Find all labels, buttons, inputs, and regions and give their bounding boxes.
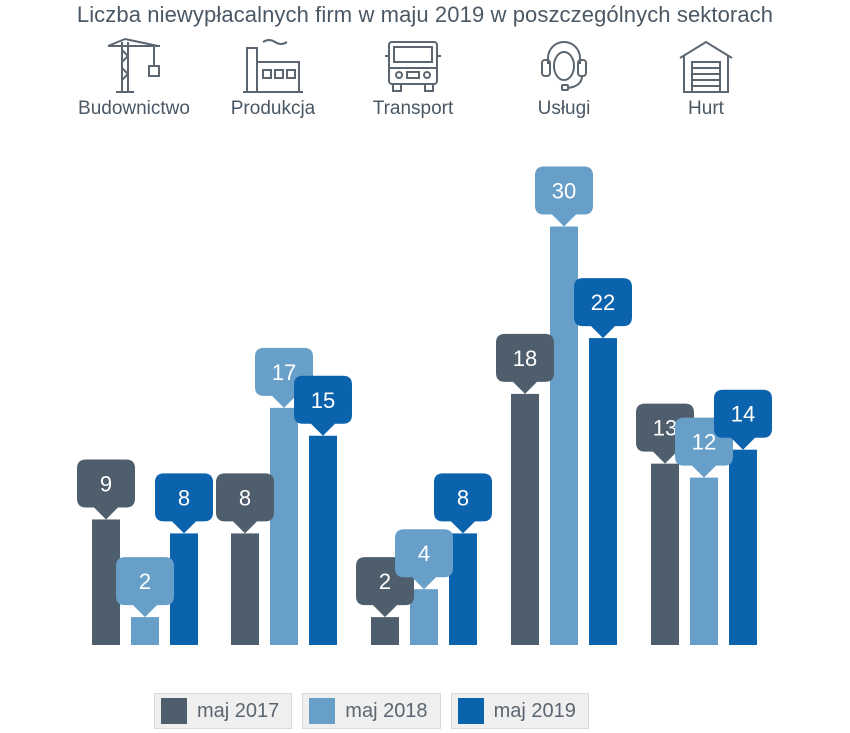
sector-budownictwo: Budownictwo [64,38,204,120]
chart-title: Liczba niewypłacalnych firm w maju 2019 … [76,2,774,27]
data-label-bubble-2-0 [155,473,213,534]
data-label-bubble-1-3 [535,166,593,227]
data-label-1-0: 2 [139,569,151,594]
data-label-2-0: 8 [178,485,190,510]
data-label-bubble-1-2 [395,529,453,590]
data-label-bubble-0-0 [77,459,135,520]
data-label-0-1: 8 [239,485,251,510]
bar-2-3 [589,338,617,645]
legend-item-2019[interactable]: maj 2019 [450,693,589,729]
data-label-bubble-1-0 [116,557,174,618]
data-label-2-1: 15 [311,388,335,413]
data-label-2-4: 14 [731,402,755,427]
legend-label: maj 2018 [345,699,428,722]
bar-0-0 [92,519,120,645]
data-label-0-3: 18 [513,346,537,371]
bar-1-4 [690,477,718,645]
sector-label: Produkcja [230,98,316,119]
sector-transport: Transport [343,38,483,120]
bar-2-4 [729,449,757,645]
sector-uslugi: Usługi [494,38,634,120]
data-label-bubble-2-4 [714,389,772,450]
truck-icon [385,41,441,92]
bar-1-3 [550,226,578,645]
data-label-0-2: 2 [379,569,391,594]
bar-1-0 [131,617,159,645]
warehouse-icon [679,40,733,93]
data-label-bubble-2-3 [574,278,632,339]
data-label-2-2: 8 [457,485,469,510]
data-label-1-4: 12 [692,430,716,455]
legend-swatch [161,698,187,724]
sector-label: Budownictwo [78,98,190,119]
bar-0-3 [511,393,539,645]
bar-1-2 [410,589,438,645]
bar-0-1 [231,533,259,645]
data-label-0-0: 9 [100,471,112,496]
legend-swatch [457,698,484,724]
data-label-0-4: 13 [653,416,677,441]
data-label-1-3: 30 [552,179,576,204]
bar-2-0 [170,533,198,645]
legend-item-2017[interactable]: maj 2017 [154,693,293,729]
bar-2-2 [449,533,477,645]
data-label-bubble-0-3 [496,333,554,394]
data-label-2-3: 22 [591,290,615,315]
sector-produkcja: Produkcja [203,38,343,120]
crane-icon [107,38,160,93]
data-label-1-2: 4 [418,541,430,566]
bar-1-1 [270,407,298,645]
data-label-1-1: 17 [272,360,296,385]
legend-item-2018[interactable]: maj 2018 [302,693,441,729]
sector-hurt: Hurt [636,38,776,120]
legend: maj 2017 maj 2018 maj 2019 [154,693,589,731]
headset-icon [541,41,587,91]
bar-0-2 [371,617,399,645]
sector-label: Hurt [688,98,724,119]
bar-0-4 [651,463,679,645]
legend-swatch [309,698,336,724]
data-label-bubble-0-1 [216,473,274,534]
data-label-bubble-2-2 [434,473,492,534]
sector-label: Transport [372,98,454,119]
sector-label: Usługi [537,98,591,119]
legend-label: maj 2019 [493,699,576,722]
bar-2-1 [309,435,337,645]
legend-label: maj 2017 [197,699,280,722]
data-label-bubble-2-1 [294,375,352,436]
factory-icon [243,39,303,93]
